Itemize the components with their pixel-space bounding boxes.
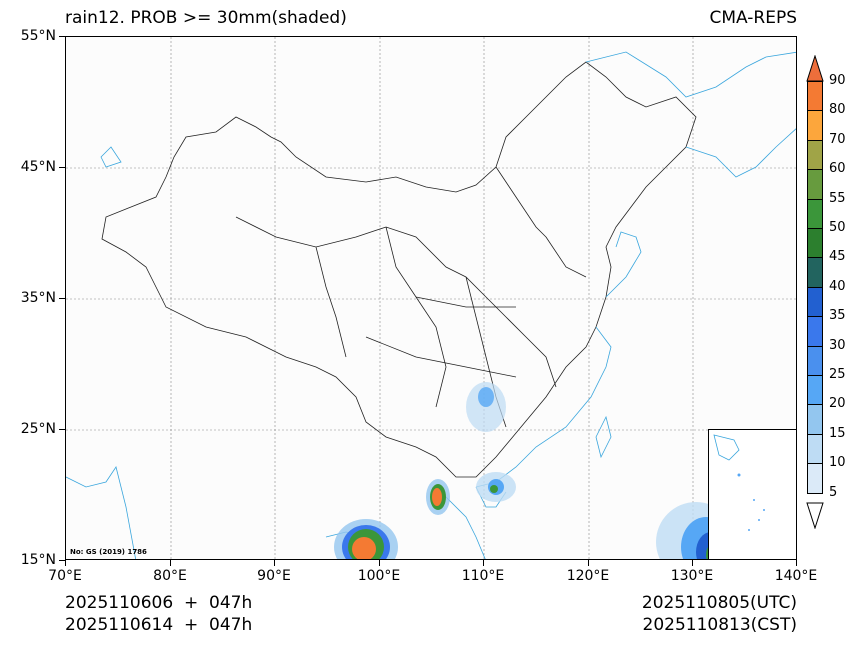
colorbar-level-label: 55	[829, 190, 846, 206]
colorbar-segment	[807, 228, 823, 259]
valid-utc: 2025110805(UTC)	[641, 593, 797, 613]
colorbar-level-label: 40	[829, 278, 846, 294]
lon-tick	[379, 560, 380, 566]
lon-tick	[274, 560, 275, 566]
lon-label-100: 100°E	[357, 568, 401, 584]
colorbar-level-label: 25	[829, 367, 846, 382]
lon-label-130: 130°E	[670, 568, 714, 584]
init-utc: 2025110606 + 047h	[65, 593, 253, 613]
colorbar-segment	[807, 316, 823, 347]
south-china-sea-inset	[708, 429, 796, 559]
lat-label-35: 35°N	[20, 290, 56, 306]
colorbar-segment	[807, 257, 823, 288]
colorbar-level-label: 30	[829, 337, 846, 353]
colorbar-level-label: 5	[829, 484, 838, 500]
chart-title: rain12. PROB >= 30mm(shaded)	[65, 8, 347, 28]
colorbar-level-label: 90	[829, 73, 846, 88]
colorbar-segment	[807, 139, 823, 171]
lon-label-110: 110°E	[461, 568, 505, 584]
lat-tick	[59, 298, 65, 299]
lat-label-15: 15°N	[20, 552, 56, 568]
colorbar-segment	[807, 345, 823, 376]
lat-tick	[59, 560, 65, 561]
lon-label-120: 120°E	[566, 568, 610, 584]
map-plot-area: No: GS (2019) 1786	[65, 36, 797, 560]
lon-label-140: 140°E	[774, 568, 818, 584]
colorbar-level-label: 35	[829, 308, 846, 324]
colorbar-level-label: 15	[829, 425, 846, 441]
lat-tick	[59, 36, 65, 37]
valid-cst: 2025110813(CST)	[642, 615, 797, 635]
colorbar-level-label: 60	[829, 161, 846, 177]
lon-label-70: 70°E	[48, 568, 82, 584]
colorbar-max-arrow	[806, 55, 824, 82]
colorbar-segment	[807, 81, 823, 112]
lon-tick	[588, 560, 589, 566]
colorbar-level-label: 80	[829, 102, 846, 118]
init-cst: 2025110614 + 047h	[65, 615, 253, 635]
lon-tick	[796, 560, 797, 566]
colorbar-segment	[807, 110, 823, 141]
colorbar-level-label: 20	[829, 396, 846, 412]
lat-label-55: 55°N	[20, 28, 56, 44]
lon-tick	[170, 560, 171, 566]
gridlines	[66, 37, 796, 559]
colorbar-level-label: 50	[829, 220, 846, 235]
colorbar-segment	[807, 286, 823, 318]
lon-tick	[692, 560, 693, 566]
colorbar-level-label: 70	[829, 131, 846, 147]
precip-shading	[334, 382, 736, 559]
colorbar-segment	[807, 433, 823, 465]
valid-time-info: 2025110805(UTC) 2025110813(CST)	[642, 592, 797, 636]
country-boundaries	[101, 61, 697, 478]
colorbar-segment	[807, 169, 823, 200]
init-time-info: 2025110606 + 047h 2025110614 + 047h	[65, 592, 252, 636]
lon-label-90: 90°E	[257, 568, 291, 584]
lon-tick	[65, 560, 66, 566]
lat-label-45: 45°N	[20, 159, 56, 175]
map-approval-note: No: GS (2019) 1786	[70, 548, 147, 556]
colorbar-segment	[807, 404, 823, 435]
colorbar-segment	[807, 375, 823, 406]
colorbar-segment	[807, 198, 823, 229]
lat-tick	[59, 429, 65, 430]
lon-label-80: 80°E	[153, 568, 187, 584]
colorbar-min-arrow	[806, 502, 824, 529]
map-canvas	[66, 37, 796, 559]
lat-tick	[59, 167, 65, 168]
lon-tick	[483, 560, 484, 566]
colorbar-level-label: 45	[829, 249, 846, 265]
colorbar-segment	[807, 463, 823, 494]
lat-label-25: 25°N	[20, 421, 56, 437]
colorbar-level-label: 10	[829, 455, 846, 471]
model-name: CMA-REPS	[709, 8, 797, 28]
